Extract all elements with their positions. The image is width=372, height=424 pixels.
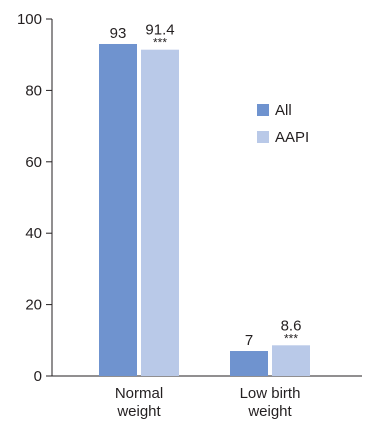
y-tick-label: 0 [34, 368, 42, 385]
legend-label: AAPI [275, 129, 309, 146]
data-label: 91.4 [145, 22, 174, 39]
bars [99, 43, 310, 377]
data-label: 8.6 [281, 317, 302, 334]
x-category-label: Normal weight [115, 385, 163, 420]
y-tick-label: 20 [25, 297, 42, 314]
x-category-label: Low birth weight [240, 385, 301, 420]
bar-aapi-0 [141, 49, 179, 377]
y-axis: 0 20 40 60 80 100 [17, 11, 53, 385]
significance-label: *** [284, 331, 298, 345]
y-tick-label: 100 [17, 11, 42, 28]
y-tick-label: 80 [25, 82, 42, 99]
y-tick-label: 40 [25, 225, 42, 242]
significance-label: *** [153, 36, 167, 50]
data-label: 93 [110, 25, 127, 42]
bar-aapi-1 [272, 345, 310, 376]
legend: All AAPI [257, 102, 309, 146]
legend-swatch-aapi [257, 131, 269, 143]
y-tick-label: 60 [25, 154, 42, 171]
data-label: 7 [245, 332, 253, 349]
legend-label: All [275, 102, 292, 119]
bar-all-1 [230, 351, 268, 376]
legend-swatch-all [257, 104, 269, 116]
x-axis: Normal weight Low birth weight [52, 375, 362, 420]
bar-all-0 [99, 43, 137, 377]
data-labels: 93 91.4***78.6*** [110, 22, 302, 349]
